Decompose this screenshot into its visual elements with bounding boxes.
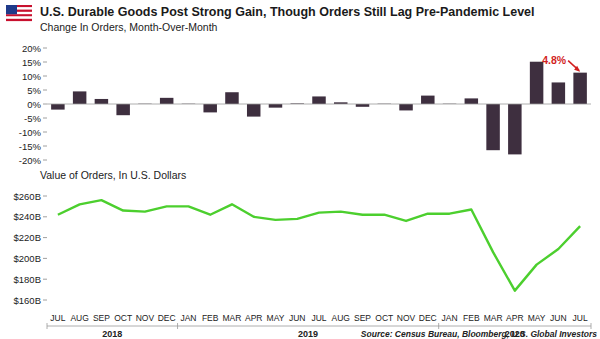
x-tick-label: JUN	[550, 313, 567, 323]
y-tick-label: $220B	[14, 232, 41, 243]
y-tick	[43, 62, 47, 63]
y-tick-label: -5%	[24, 113, 41, 124]
y-tick-label: 5%	[27, 85, 41, 96]
bar	[269, 104, 282, 108]
y-tick	[43, 104, 47, 105]
x-tick-label: NOV	[136, 313, 155, 323]
y-tick-label: $160B	[14, 295, 41, 306]
x-tick-label: APR	[245, 313, 262, 323]
y-tick	[43, 132, 47, 133]
bar	[116, 104, 129, 115]
annotation-arrow	[568, 61, 579, 71]
bar	[399, 104, 412, 110]
bar	[530, 62, 543, 104]
x-tick-label: DEC	[158, 313, 176, 323]
subtitle: Change In Orders, Month-Over-Month	[40, 21, 218, 33]
annotation: 4.8%	[542, 54, 567, 66]
y-tick	[43, 279, 47, 280]
bar	[573, 73, 586, 104]
y-tick	[43, 216, 47, 217]
subtitle: Value of Orders, In U.S. Dollars	[40, 169, 186, 181]
y-tick-label: -20%	[19, 155, 42, 166]
x-tick-label: FEB	[202, 313, 219, 323]
bar	[203, 104, 216, 112]
x-tick-label: MAR	[223, 313, 242, 323]
bar	[247, 104, 260, 117]
x-tick-label: JAN	[180, 313, 196, 323]
bar	[51, 104, 64, 110]
bar	[73, 91, 86, 104]
x-tick-label: MAY	[528, 313, 546, 323]
group-separator	[177, 323, 178, 329]
bar	[421, 96, 434, 104]
x-tick-label: AUG	[70, 313, 88, 323]
y-tick-label: -15%	[19, 141, 42, 152]
x-tick-label: JUL	[50, 313, 65, 323]
y-tick-label: 10%	[22, 71, 42, 82]
flag-stripe	[6, 17, 32, 19]
source: Source: Census Bureau, Bloomberg, U.S. G…	[361, 329, 597, 339]
title: U.S. Durable Goods Post Strong Gain, Tho…	[40, 5, 535, 19]
flag-stripe	[6, 19, 32, 21]
x-tick-label: OCT	[375, 313, 393, 323]
x-tick-label: OCT	[114, 313, 132, 323]
x-tick-label: JAN	[442, 313, 458, 323]
y-tick-label: 20%	[22, 43, 42, 54]
x-tick-label: JUL	[311, 313, 326, 323]
x-tick-label: JUN	[289, 313, 306, 323]
x-tick-label: MAY	[267, 313, 285, 323]
chart: U.S. Durable Goods Post Strong Gain, Tho…	[0, 0, 600, 339]
y-tick-label: 0%	[27, 99, 41, 110]
flag-stripe	[6, 14, 32, 16]
y-tick	[43, 90, 47, 91]
line-group	[58, 200, 580, 290]
zero-line	[47, 104, 591, 105]
bars	[51, 62, 587, 155]
y-tick-label: $180B	[14, 274, 41, 285]
bar	[356, 104, 369, 107]
line	[58, 200, 580, 290]
y-tick	[43, 146, 47, 147]
y-tick	[43, 118, 47, 119]
x-tick-label: FEB	[463, 313, 480, 323]
group-axis	[47, 326, 591, 327]
x-tick-label: SEP	[354, 313, 371, 323]
y-tick	[43, 258, 47, 259]
x-tick-label: APR	[506, 313, 523, 323]
y-tick-label: $200B	[14, 253, 41, 264]
y-tick-label: -10%	[19, 127, 42, 138]
y-tick	[43, 196, 47, 197]
bar	[312, 96, 325, 104]
y-tick	[43, 76, 47, 77]
x-tick-label: MAR	[484, 313, 503, 323]
bar	[552, 82, 565, 104]
y-tick	[43, 300, 47, 301]
annotation-arrowhead	[574, 66, 580, 72]
x-tick-label: JUL	[573, 313, 588, 323]
y-tick	[43, 237, 47, 238]
bar	[160, 98, 173, 104]
flag-icon	[6, 5, 32, 21]
x-group-label: 2019	[298, 329, 318, 339]
x-tick-label: AUG	[332, 313, 350, 323]
bar	[508, 104, 521, 154]
bar	[225, 92, 238, 104]
bar	[465, 98, 478, 104]
x-tick-label: DEC	[419, 313, 437, 323]
group-separator	[47, 323, 48, 329]
y-tick-label: $240B	[14, 211, 41, 222]
flag-canton	[6, 5, 17, 14]
y-tick	[43, 160, 47, 161]
y-tick-label: $260B	[14, 191, 41, 202]
x-tick-label: NOV	[397, 313, 416, 323]
y-tick	[43, 48, 47, 49]
bar	[95, 99, 108, 104]
bar	[486, 104, 499, 150]
x-group-label: 2018	[102, 329, 122, 339]
y-tick-label: 15%	[22, 57, 42, 68]
x-tick-label: SEP	[93, 313, 110, 323]
